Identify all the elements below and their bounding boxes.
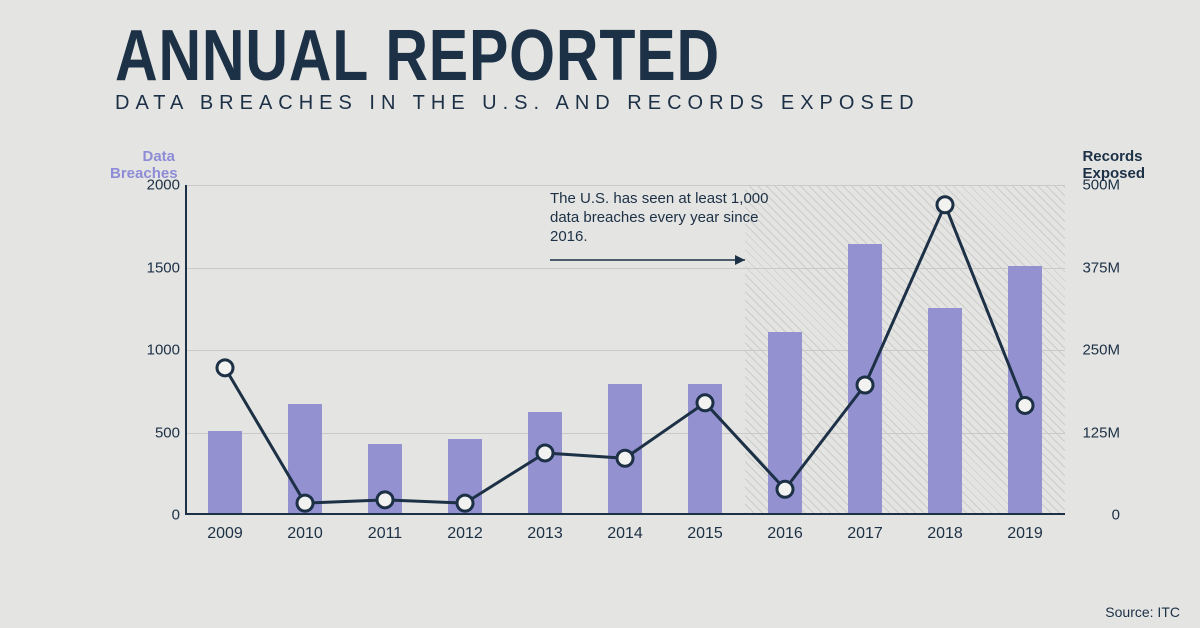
x-tick-label: 2014 xyxy=(607,525,643,543)
y-right-tick-label: 500M xyxy=(1082,177,1120,194)
x-tick-label: 2018 xyxy=(927,525,963,543)
x-tick-label: 2010 xyxy=(287,525,323,543)
x-tick-label: 2013 xyxy=(527,525,563,543)
x-tick-label: 2009 xyxy=(207,525,243,543)
source-credit: Source: ITC xyxy=(1105,604,1180,620)
x-tick-label: 2011 xyxy=(368,525,402,543)
y-right-tick-label: 125M xyxy=(1082,424,1120,441)
y-right-tick-label: 250M xyxy=(1082,342,1120,359)
x-tick-label: 2015 xyxy=(687,525,723,543)
y-left-tick-label: 500 xyxy=(140,424,180,441)
x-tick-label: 2016 xyxy=(767,525,803,543)
y-right-tick-label: 0 xyxy=(1112,507,1120,524)
y-left-tick-label: 0 xyxy=(140,507,180,524)
plot-area: 05001000150020000125M250M375M500M2009201… xyxy=(185,185,1065,515)
annotation-arrow-icon xyxy=(550,250,780,270)
y-left-tick-label: 1000 xyxy=(140,342,180,359)
x-tick-label: 2012 xyxy=(447,525,483,543)
chart-container: DataBreaches RecordsExposed 050010001500… xyxy=(115,150,1075,570)
y-left-tick-label: 1500 xyxy=(140,259,180,276)
x-tick-label: 2017 xyxy=(847,525,883,543)
chart-annotation: The U.S. has seen at least 1,000 data br… xyxy=(550,190,780,276)
y-left-tick-label: 2000 xyxy=(140,177,180,194)
y-right-tick-label: 375M xyxy=(1082,259,1120,276)
x-tick-label: 2019 xyxy=(1007,525,1043,543)
page-title: ANNUAL REPORTED xyxy=(115,22,775,90)
annotation-text: The U.S. has seen at least 1,000 data br… xyxy=(550,190,780,246)
